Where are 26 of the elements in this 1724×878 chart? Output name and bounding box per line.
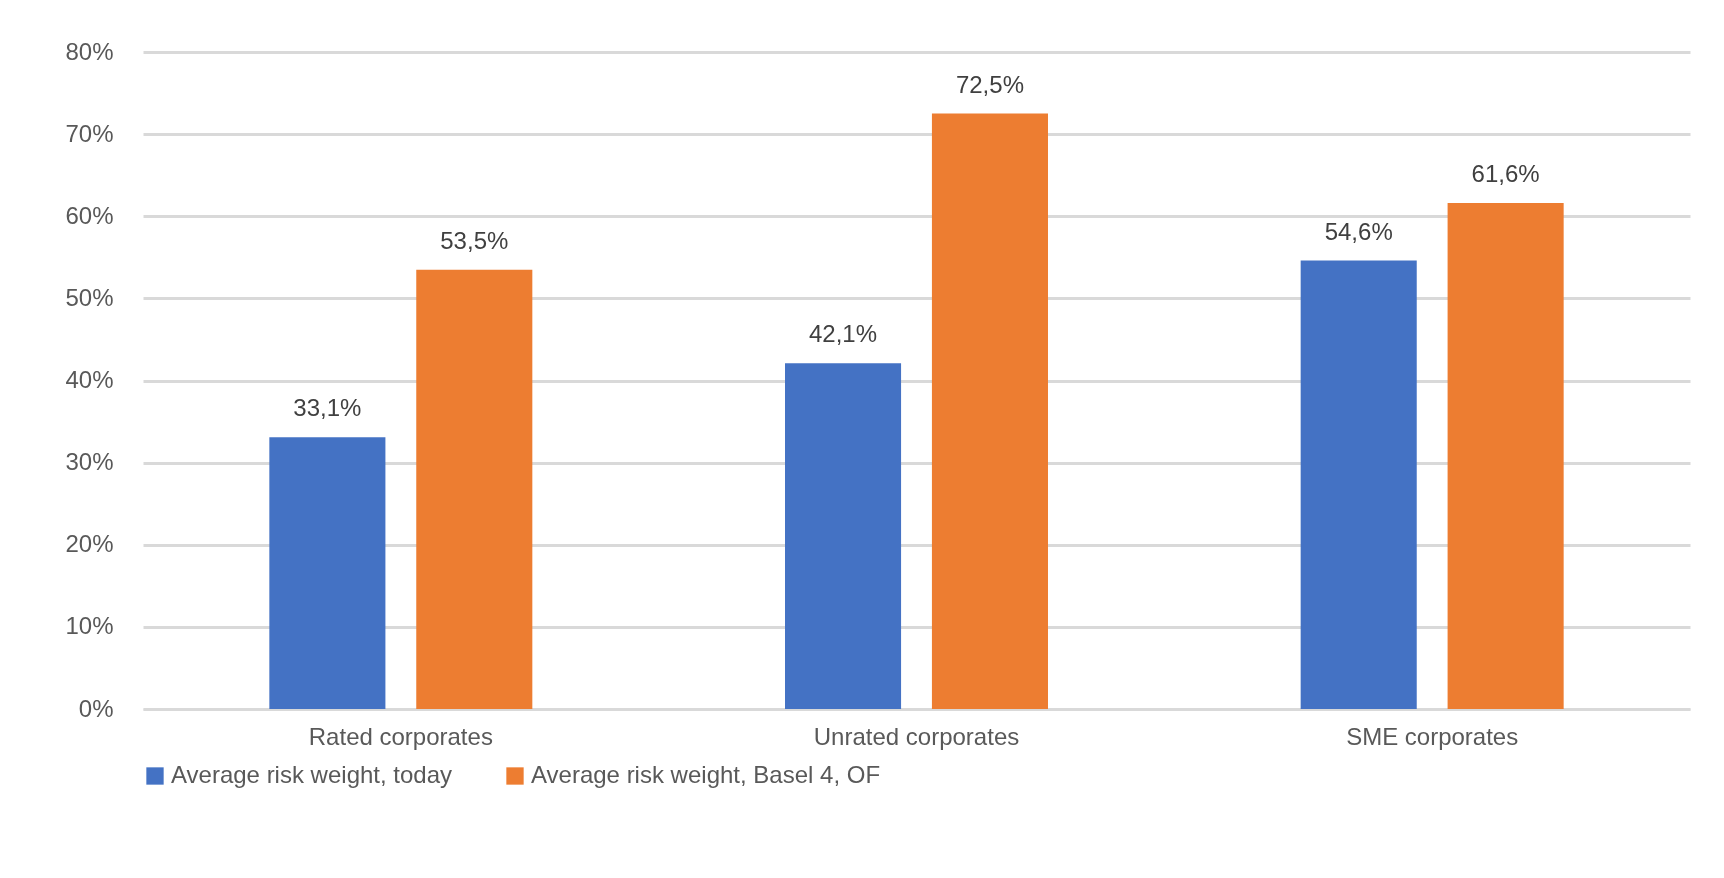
y-tick-label: 50% <box>65 283 114 311</box>
bar <box>269 437 386 709</box>
y-tick-label: 60% <box>65 201 114 229</box>
data-label: 54,6% <box>1324 217 1393 245</box>
y-tick-label: 30% <box>65 448 114 476</box>
x-tick-label: Rated corporates <box>308 722 493 750</box>
bar <box>931 113 1048 709</box>
bar <box>1300 260 1417 709</box>
y-tick-label: 20% <box>65 530 114 558</box>
y-tick-label: 70% <box>65 119 114 147</box>
data-label: 61,6% <box>1471 160 1540 188</box>
y-tick-label: 40% <box>65 366 114 393</box>
data-label: 53,5% <box>440 226 509 254</box>
legend-label: Average risk weight, today <box>171 761 453 788</box>
data-label: 72,5% <box>955 70 1024 98</box>
bar <box>785 363 902 709</box>
data-label: 42,1% <box>809 320 878 348</box>
y-tick-label: 80% <box>65 37 114 65</box>
x-tick-label: SME corporates <box>1346 722 1519 750</box>
x-tick-label: Unrated corporates <box>813 722 1020 750</box>
y-tick-label: 0% <box>78 694 114 722</box>
bar <box>1447 203 1564 709</box>
data-label: 33,1% <box>293 394 362 422</box>
bar <box>416 269 533 709</box>
y-tick-label: 10% <box>65 612 114 640</box>
legend-label: Average risk weight, Basel 4, OF <box>531 761 881 788</box>
